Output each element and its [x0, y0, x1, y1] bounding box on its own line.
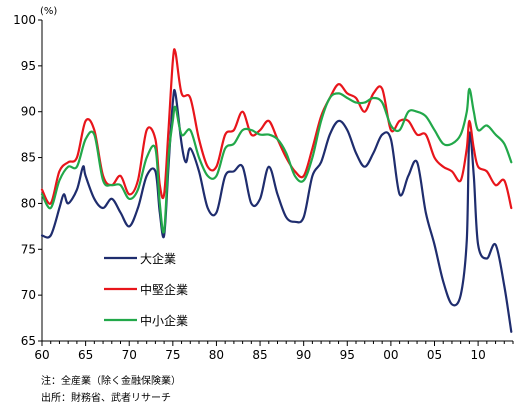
plot-area	[42, 20, 513, 341]
x-tick-label: 95	[340, 348, 355, 362]
y-tick-label: 70	[21, 288, 36, 302]
x-axis: 60 65 70 75 80 85 90 95 00 05 10	[34, 340, 514, 362]
x-tick-label: 80	[209, 348, 224, 362]
x-tick-label: 75	[165, 348, 180, 362]
plot-background	[42, 20, 513, 341]
line-chart: 60 65 70 75 80 85 90 95 00 05 10 65707580859095100…	[13, 6, 514, 362]
y-tick-label: 65	[21, 334, 36, 348]
x-tick-label: 65	[78, 348, 93, 362]
legend-label: 大企業	[140, 251, 176, 266]
legend-label: 中堅企業	[140, 282, 188, 297]
series-line-1	[40, 88, 513, 333]
x-tick-label: 10	[470, 348, 485, 362]
y-axis-unit-label: (%)	[40, 6, 57, 17]
series-line-3	[40, 87, 513, 234]
x-tick-label: 85	[252, 348, 267, 362]
x-tick-label: 00	[383, 348, 398, 362]
y-tick-label: 95	[21, 59, 36, 73]
x-tick-label: 60	[34, 348, 49, 362]
series-line-2	[40, 48, 513, 210]
chart-note: 注：全産業（除く金融保険業）	[41, 376, 181, 387]
y-tick-label: 80	[21, 196, 36, 210]
y-tick-label: 100	[13, 13, 36, 27]
x-tick-label: 90	[296, 348, 311, 362]
y-tick-label: 85	[21, 151, 36, 165]
x-tick-label: 70	[122, 348, 137, 362]
y-tick-label: 75	[21, 242, 36, 256]
y-axis: 65 70 75 80 85 90 95 100	[13, 13, 43, 348]
legend-label: 中小企業	[140, 313, 188, 328]
chart-source: 出所：財務省、武者リサーチ	[41, 393, 171, 404]
series-lines	[40, 48, 513, 333]
y-tick-label: 90	[21, 105, 36, 119]
x-tick-label: 05	[427, 348, 442, 362]
